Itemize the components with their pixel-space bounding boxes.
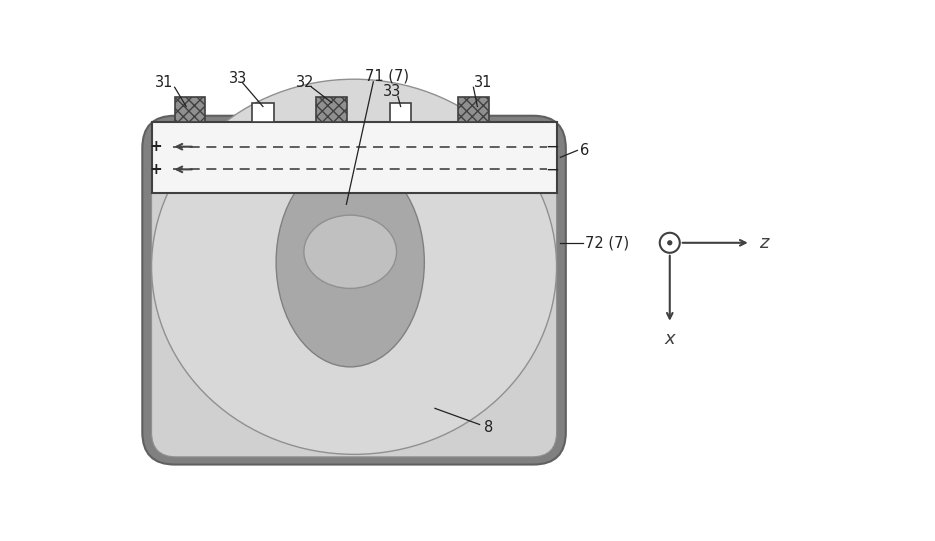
Ellipse shape [276,157,424,367]
FancyBboxPatch shape [151,122,556,457]
Text: −: − [545,160,559,179]
Bar [458,97,489,122]
Text: 71 (7): 71 (7) [366,69,410,84]
Bar [390,103,411,122]
Text: +: + [150,139,163,154]
Bar [151,122,556,193]
Text: x: x [665,330,675,348]
Ellipse shape [151,79,556,454]
Bar [252,103,274,122]
Bar [316,97,347,122]
Text: 32: 32 [296,75,315,90]
Text: 8: 8 [484,420,494,435]
Text: z: z [759,234,769,252]
Text: 72 (7): 72 (7) [585,235,629,250]
Text: +: + [150,162,163,177]
Bar [175,97,206,122]
FancyBboxPatch shape [142,116,566,465]
Text: −: − [545,138,559,156]
Text: 31: 31 [473,75,492,90]
Text: 31: 31 [154,75,173,90]
Ellipse shape [304,215,396,288]
Text: 6: 6 [581,143,590,158]
Circle shape [668,241,671,245]
Text: 33: 33 [229,70,248,85]
Text: 33: 33 [383,84,402,100]
